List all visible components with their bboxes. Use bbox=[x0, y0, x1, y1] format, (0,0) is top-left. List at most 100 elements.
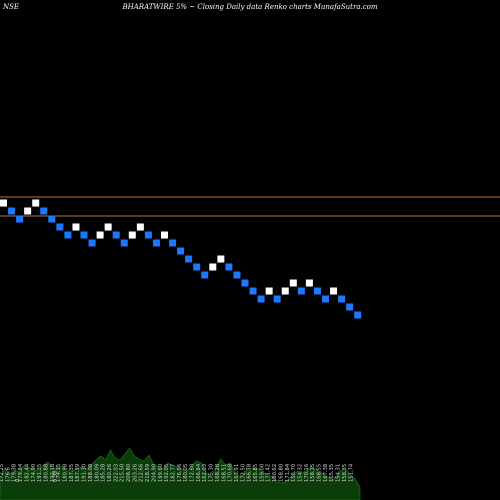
renko-brick-down bbox=[241, 279, 249, 287]
volume-label: 222.03 bbox=[113, 464, 119, 482]
volume-label: 174.15 bbox=[56, 464, 62, 482]
volume-area bbox=[0, 447, 361, 500]
volume-label: 168.55 bbox=[317, 464, 323, 482]
renko-brick-down bbox=[16, 215, 24, 223]
renko-brick-down bbox=[193, 263, 201, 271]
volume-label: 191.30 bbox=[82, 464, 88, 482]
renko-brick-down bbox=[48, 215, 56, 223]
renko-brick-up bbox=[96, 231, 104, 239]
renko-bricks bbox=[0, 199, 362, 319]
volume-label: 156.70 bbox=[291, 464, 297, 482]
volume-label: 187.35 bbox=[69, 464, 75, 482]
volume-label: 174.90 bbox=[31, 464, 37, 482]
renko-brick-up bbox=[281, 287, 289, 295]
renko-brick-down bbox=[297, 287, 305, 295]
renko-brick-up bbox=[104, 223, 112, 231]
renko-brick-down bbox=[346, 303, 354, 311]
volume-label: 168.80 bbox=[278, 464, 284, 482]
volume-label: 163.91 bbox=[234, 464, 240, 482]
volume-label: 171.42 bbox=[266, 464, 272, 482]
renko-brick-down bbox=[225, 263, 233, 271]
renko-brick-down bbox=[152, 239, 160, 247]
exchange-label: NSE bbox=[3, 3, 20, 11]
volume-label: 172.25 bbox=[0, 464, 5, 482]
renko-brick-down bbox=[185, 255, 193, 263]
volume-label: 165.85 bbox=[253, 464, 259, 482]
renko-brick-up bbox=[32, 199, 40, 207]
volume-label: 158.35 bbox=[342, 464, 348, 482]
renko-brick-down bbox=[354, 311, 362, 319]
volume-label: 176.56 bbox=[177, 464, 183, 482]
renko-brick-up bbox=[136, 223, 144, 231]
volume-label: 204.90 bbox=[151, 464, 157, 482]
volume-label: 180.88 bbox=[43, 464, 49, 482]
volume-label: 192.18 bbox=[50, 464, 56, 482]
volume-label: 180.09 bbox=[94, 464, 100, 482]
volume-series bbox=[0, 447, 361, 500]
renko-brick-down bbox=[144, 231, 152, 239]
volume-label: 6.96 bbox=[52, 470, 58, 482]
renko-brick-down bbox=[64, 231, 72, 239]
volume-label: 0 bbox=[16, 479, 22, 482]
renko-brick-down bbox=[313, 287, 321, 295]
volume-label: 182.77 bbox=[170, 464, 176, 482]
volume-label: 170.68 bbox=[228, 464, 234, 482]
volume-label: 185.28 bbox=[101, 464, 107, 482]
renko-brick-down bbox=[120, 239, 128, 247]
renko-brick-down bbox=[88, 239, 96, 247]
volume-label: 159.00 bbox=[259, 464, 265, 482]
volume-label: 162.03 bbox=[202, 464, 208, 482]
volume-label: 199.60 bbox=[158, 464, 164, 482]
volume-label: 188.08 bbox=[88, 464, 94, 482]
volume-label: 192.05 bbox=[164, 464, 170, 482]
renko-brick-down bbox=[273, 295, 281, 303]
renko-brick-down bbox=[201, 271, 209, 279]
renko-brick-up bbox=[330, 287, 338, 295]
volume-label: 176.6 bbox=[5, 467, 11, 482]
volume-label: 180.05 bbox=[183, 464, 189, 482]
renko-brick-up bbox=[128, 231, 136, 239]
volume-label: 182.44 bbox=[24, 463, 30, 482]
volume-label: 175.30 bbox=[209, 464, 215, 482]
volume-label: 151.74 bbox=[348, 463, 354, 482]
volume-label: 167.38 bbox=[323, 464, 329, 482]
renko-brick-down bbox=[112, 231, 120, 239]
volume-label: 154.31 bbox=[336, 464, 342, 482]
renko-brick-down bbox=[322, 295, 329, 303]
renko-brick-down bbox=[338, 295, 346, 303]
renko-brick-up bbox=[305, 279, 313, 287]
volume-label: 179.38 bbox=[12, 464, 18, 482]
volume-label: 212.66 bbox=[139, 464, 145, 482]
renko-brick-down bbox=[56, 223, 64, 231]
volume-label: 187.39 bbox=[75, 464, 81, 482]
volume-label: 170.16 bbox=[304, 464, 310, 482]
volume-label: 168.28 bbox=[215, 464, 221, 482]
renko-brick-down bbox=[257, 295, 265, 303]
volume-label: 180.26 bbox=[107, 464, 113, 482]
volume-label: 172.50 bbox=[240, 464, 246, 482]
renko-brick-down bbox=[8, 207, 16, 215]
renko-brick-down bbox=[233, 271, 241, 279]
renko-brick-down bbox=[169, 239, 177, 247]
renko-brick-down bbox=[80, 231, 88, 239]
volume-label: 180.62 bbox=[272, 464, 278, 482]
volume-label: 172.60 bbox=[190, 464, 196, 482]
renko-brick-down bbox=[177, 247, 185, 255]
renko-brick-up bbox=[72, 223, 80, 231]
renko-brick-up bbox=[209, 263, 217, 271]
volume-label: 215.50 bbox=[120, 464, 126, 482]
renko-brick-up bbox=[161, 231, 168, 239]
chart-title: BHARATWIRE 5% ~ Closing Daily data Renko… bbox=[122, 3, 378, 11]
volume-label: 191.35 bbox=[37, 464, 43, 482]
volume-label: 158.15 bbox=[310, 464, 316, 482]
renko-brick-up bbox=[24, 207, 32, 215]
volume-label: 203.26 bbox=[132, 464, 138, 482]
renko-brick-up bbox=[217, 255, 225, 263]
volume-label: 171.84 bbox=[285, 463, 291, 482]
volume-label: 165.35 bbox=[329, 464, 335, 482]
renko-brick-up bbox=[265, 287, 273, 295]
renko-brick-up bbox=[0, 199, 7, 207]
volume-label: 168.51 bbox=[221, 464, 227, 482]
